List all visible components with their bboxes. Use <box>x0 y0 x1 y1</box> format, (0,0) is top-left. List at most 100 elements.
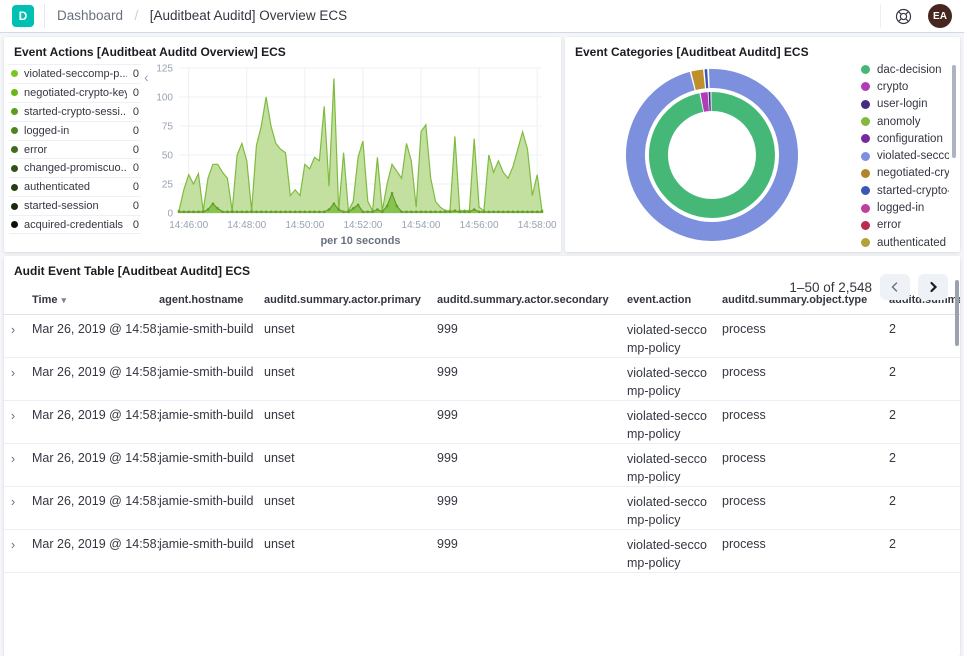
event-categories-donut-chart <box>565 57 865 252</box>
legend-item[interactable]: logged-in <box>861 199 949 216</box>
expand-row-icon[interactable]: › <box>4 365 32 400</box>
legend-swatch <box>11 184 18 191</box>
legend-swatch <box>861 238 870 247</box>
svg-text:0: 0 <box>167 209 173 220</box>
column-header-actor_primary[interactable]: auditd.summary.actor.primary <box>264 294 437 306</box>
legend-item[interactable]: user-login <box>861 96 949 113</box>
legend-item[interactable]: authenticated <box>861 234 949 251</box>
cell-agent_hostname: jamie-smith-build <box>159 451 264 486</box>
legend-item[interactable]: started-crypto-se... <box>861 182 949 199</box>
collapse-legend-icon[interactable]: ‹ <box>144 69 149 85</box>
cell-agent_hostname: jamie-smith-build <box>159 494 264 529</box>
legend-item-label: changed-promiscuo... <box>24 162 127 174</box>
legend-item-label: authenticated <box>24 181 127 193</box>
cell-actor_primary: unset <box>264 494 437 529</box>
cell-actor_secondary: 999 <box>437 365 627 400</box>
table-row: ›Mar 26, 2019 @ 14:58:15.245jamie-smith-… <box>4 444 960 487</box>
legend-item-value: 0 <box>133 106 139 118</box>
legend-item-label: error <box>877 219 949 231</box>
avatar-initials: EA <box>933 11 947 22</box>
column-header-event_action[interactable]: event.action <box>627 294 722 306</box>
legend-item-label: configuration <box>877 133 949 145</box>
cell-summary: 2 <box>889 365 960 400</box>
svg-text:per 10 seconds: per 10 seconds <box>320 235 400 247</box>
svg-text:14:56:00: 14:56:00 <box>460 220 499 231</box>
legend-item[interactable]: dac-decision <box>861 61 949 78</box>
legend-swatch <box>861 204 870 213</box>
legend-scrollbar[interactable] <box>952 65 956 158</box>
expand-row-icon[interactable]: › <box>4 322 32 357</box>
legend-item-label: violated-seccomp-p... <box>24 68 127 80</box>
table-scrollbar[interactable] <box>955 280 959 346</box>
legend-swatch <box>861 134 870 143</box>
cell-event_action: violated-seccomp-policy <box>627 451 722 486</box>
legend-swatch <box>11 221 18 228</box>
legend-item[interactable]: configuration <box>861 130 949 147</box>
cell-object_type: process <box>722 408 889 443</box>
legend-item[interactable]: started-crypto-sessi...0 <box>9 102 141 121</box>
legend-swatch <box>861 221 870 230</box>
cell-actor_secondary: 999 <box>437 494 627 529</box>
legend-item[interactable]: negotiated-crypto... <box>861 165 949 182</box>
legend-item[interactable]: crypto <box>861 78 949 95</box>
pagination-prev-button[interactable] <box>880 274 910 300</box>
event-categories-panel: Event Categories [Auditbeat Auditd] ECS … <box>565 37 960 252</box>
pagination-next-button[interactable] <box>918 274 948 300</box>
legend-swatch <box>861 82 870 91</box>
legend-item-label: error <box>24 144 127 156</box>
donut-slice-dac-decision[interactable] <box>658 101 765 208</box>
donut-slice-negotiated-crypto...[interactable] <box>693 79 704 81</box>
cell-time: Mar 26, 2019 @ 14:58:15.245 <box>32 494 159 529</box>
cell-actor_primary: unset <box>264 408 437 443</box>
cell-actor_primary: unset <box>264 537 437 572</box>
dashboard-app-icon[interactable]: D <box>12 5 34 27</box>
cell-event_action: violated-seccomp-policy <box>627 494 722 529</box>
donut-slice-crypto[interactable] <box>702 102 708 103</box>
sort-caret-icon[interactable]: ▾ <box>61 295 66 305</box>
legend-item[interactable]: changed-promiscuo...0 <box>9 158 141 177</box>
legend-item[interactable]: error <box>861 217 949 234</box>
page-title: [Auditbeat Auditd] Overview ECS <box>150 8 347 23</box>
column-header-agent_hostname[interactable]: agent.hostname <box>159 294 264 306</box>
cell-object_type: process <box>722 537 889 572</box>
legend-item[interactable]: violated-seccomp-p...0 <box>9 64 141 83</box>
avatar[interactable]: EA <box>928 4 952 28</box>
cell-event_action: violated-seccomp-policy <box>627 537 722 572</box>
expand-row-icon[interactable]: › <box>4 537 32 572</box>
legend-item[interactable]: anomoly <box>861 113 949 130</box>
expand-row-icon[interactable]: › <box>4 494 32 529</box>
svg-text:14:54:00: 14:54:00 <box>402 220 441 231</box>
expand-row-icon[interactable]: › <box>4 451 32 486</box>
legend-item-value: 0 <box>133 87 139 99</box>
column-header-actor_secondary[interactable]: auditd.summary.actor.secondary <box>437 294 627 306</box>
cell-actor_primary: unset <box>264 365 437 400</box>
svg-text:14:58:00: 14:58:00 <box>518 220 557 231</box>
cell-actor_secondary: 999 <box>437 322 627 357</box>
cell-time: Mar 26, 2019 @ 14:58:15.245 <box>32 365 159 400</box>
legend-item-value: 0 <box>133 125 139 137</box>
cell-actor_secondary: 999 <box>437 408 627 443</box>
cell-summary: 2 <box>889 537 960 572</box>
nav-right: EA <box>880 4 952 28</box>
legend-item-label: negotiated-crypto... <box>877 167 949 179</box>
nav-divider <box>44 4 45 28</box>
table-row: ›Mar 26, 2019 @ 14:58:15.245jamie-smith-… <box>4 358 960 401</box>
pagination-label: 1–50 of 2,548 <box>789 280 872 295</box>
table-row: ›Mar 26, 2019 @ 14:58:15.245jamie-smith-… <box>4 530 960 573</box>
table-body: ›Mar 26, 2019 @ 14:58:15.245jamie-smith-… <box>4 315 960 573</box>
column-header-time[interactable]: Time▾ <box>32 294 159 306</box>
legend-item-label: logged-in <box>877 202 949 214</box>
help-icon[interactable] <box>895 8 912 25</box>
expand-row-icon[interactable]: › <box>4 408 32 443</box>
breadcrumb-dashboard-link[interactable]: Dashboard <box>57 8 123 23</box>
cell-agent_hostname: jamie-smith-build <box>159 537 264 572</box>
legend-item[interactable]: violated-seccomp... <box>861 147 949 164</box>
